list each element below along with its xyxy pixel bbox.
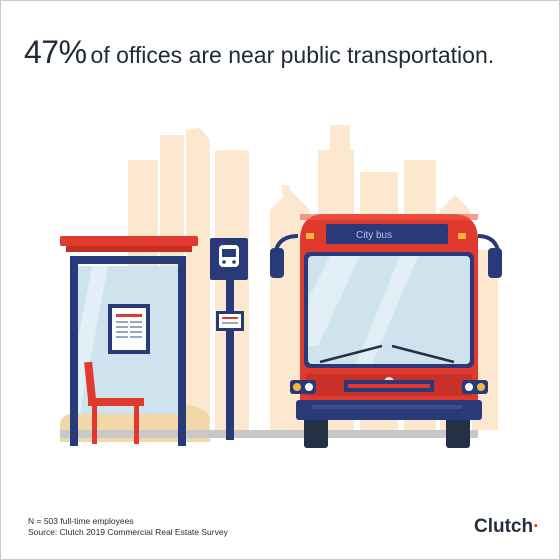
sample-size-note: N = 503 full-time employees (28, 516, 134, 526)
bus-shelter (60, 236, 198, 446)
logo-dot: · (533, 516, 540, 537)
footnotes: N = 503 full-time employees Source: Clut… (28, 516, 228, 538)
headline-stat: 47% (24, 34, 87, 70)
ground-line (60, 430, 478, 438)
logo-text: Clutch (474, 516, 534, 537)
clutch-logo: Clutch· (474, 516, 539, 538)
bus-stop-sign (210, 238, 248, 440)
headline-text: of offices are near public transportatio… (90, 42, 495, 68)
source-note: Source: Clutch 2019 Commercial Real Esta… (28, 527, 228, 537)
headline: 47% of offices are near public transporta… (24, 34, 494, 71)
bus-destination-label: City bus (356, 230, 392, 241)
city-bus: City bus (270, 214, 502, 448)
